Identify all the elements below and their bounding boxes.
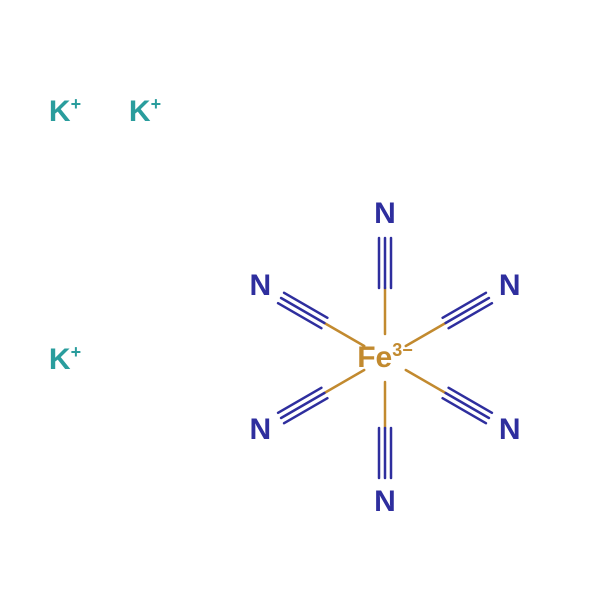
- nitrogen-1-text: N: [374, 485, 396, 518]
- potassium-ion-1: K+: [129, 97, 161, 127]
- nitrogen-3: N: [249, 271, 271, 301]
- potassium-ion-1-charge: +: [151, 94, 162, 114]
- potassium-ion-2-charge: +: [71, 342, 82, 362]
- potassium-ion-0-text: K: [49, 95, 71, 128]
- iron-center-charge: 3−: [392, 340, 413, 360]
- nitrogen-0: N: [499, 415, 521, 445]
- nitrogen-5: N: [499, 271, 521, 301]
- nitrogen-4-text: N: [374, 197, 396, 230]
- molecule-diagram: K+K+K+NNNNNNFe3−: [0, 0, 600, 600]
- nitrogen-1: N: [374, 487, 396, 517]
- potassium-ion-1-text: K: [129, 95, 151, 128]
- potassium-ion-2-text: K: [49, 343, 71, 376]
- potassium-ion-0: K+: [49, 97, 81, 127]
- potassium-ion-2: K+: [49, 345, 81, 375]
- nitrogen-5-text: N: [499, 269, 521, 302]
- nitrogen-2: N: [249, 415, 271, 445]
- nitrogen-4: N: [374, 199, 396, 229]
- nitrogen-2-text: N: [249, 413, 271, 446]
- iron-center-text: Fe: [357, 341, 392, 374]
- potassium-ion-0-charge: +: [71, 94, 82, 114]
- nitrogen-3-text: N: [249, 269, 271, 302]
- iron-center: Fe3−: [357, 343, 413, 373]
- nitrogen-0-text: N: [499, 413, 521, 446]
